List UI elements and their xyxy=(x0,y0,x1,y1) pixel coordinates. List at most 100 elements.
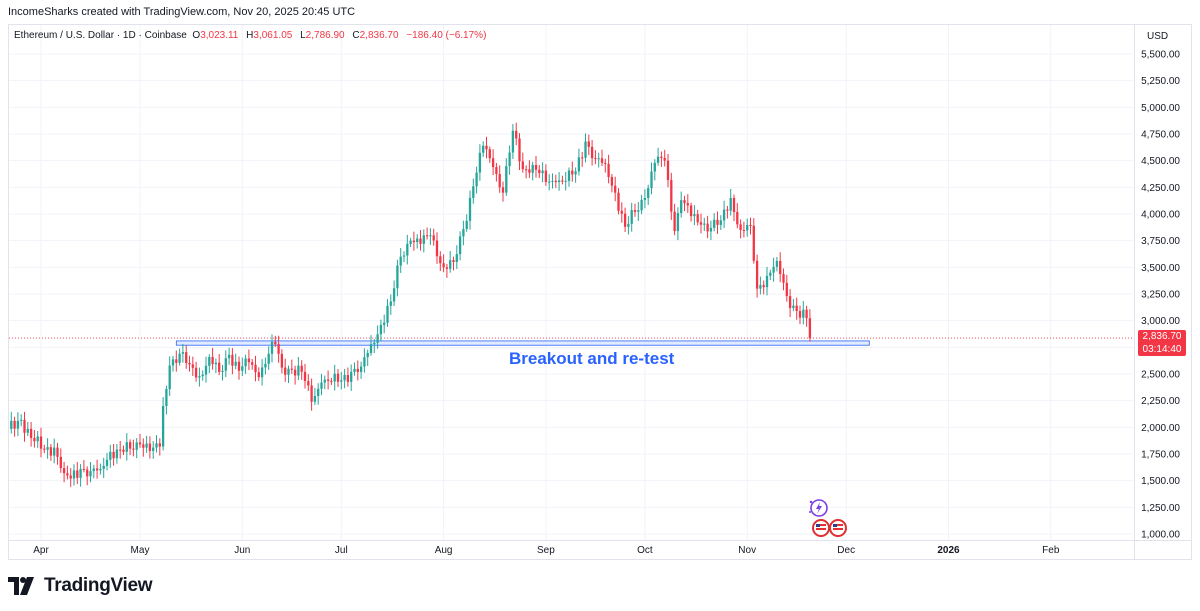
candle-body[interactable] xyxy=(792,305,795,309)
candle-body[interactable] xyxy=(554,180,557,182)
candle-body[interactable] xyxy=(122,449,125,452)
candle-body[interactable] xyxy=(557,180,561,182)
candle-body[interactable] xyxy=(511,130,515,153)
candle-body[interactable] xyxy=(13,420,16,429)
candle-body[interactable] xyxy=(524,169,528,171)
candle-body[interactable] xyxy=(161,406,165,447)
candle-body[interactable] xyxy=(584,141,587,158)
candle-body[interactable] xyxy=(396,265,399,289)
candle-body[interactable] xyxy=(597,158,600,160)
candle-body[interactable] xyxy=(475,172,478,187)
candle-body[interactable] xyxy=(383,322,386,325)
candle-body[interactable] xyxy=(515,130,518,139)
candle-body[interactable] xyxy=(175,359,178,363)
candle-body[interactable] xyxy=(538,169,541,174)
candle-body[interactable] xyxy=(630,210,633,224)
candle-body[interactable] xyxy=(485,145,488,150)
candle-body[interactable] xyxy=(689,205,693,217)
candle-body[interactable] xyxy=(39,436,43,449)
candle-body[interactable] xyxy=(752,225,755,261)
candle-body[interactable] xyxy=(769,272,772,276)
candle-body[interactable] xyxy=(267,353,270,364)
candle-body[interactable] xyxy=(366,352,369,358)
candle-body[interactable] xyxy=(653,162,656,172)
candle-body[interactable] xyxy=(798,311,802,318)
candle-body[interactable] xyxy=(759,285,762,289)
candle-body[interactable] xyxy=(356,368,359,373)
candle-body[interactable] xyxy=(422,235,425,244)
candle-body[interactable] xyxy=(82,468,86,470)
candle-body[interactable] xyxy=(297,365,300,376)
candle-body[interactable] xyxy=(43,448,46,450)
candle-body[interactable] xyxy=(79,468,82,478)
candle-body[interactable] xyxy=(181,352,185,354)
currency-label[interactable]: USD xyxy=(1147,31,1169,42)
candle-body[interactable] xyxy=(788,296,792,309)
candle-body[interactable] xyxy=(128,442,132,449)
candle-body[interactable] xyxy=(284,367,287,375)
candle-body[interactable] xyxy=(406,243,409,256)
candle-body[interactable] xyxy=(234,361,237,366)
candle-body[interactable] xyxy=(696,214,699,223)
candle-body[interactable] xyxy=(125,442,128,452)
candle-body[interactable] xyxy=(600,158,604,163)
candle-body[interactable] xyxy=(739,224,742,230)
candle-body[interactable] xyxy=(703,223,706,225)
candle-body[interactable] xyxy=(772,266,775,273)
candle-body[interactable] xyxy=(736,212,739,225)
candle-body[interactable] xyxy=(620,210,623,214)
candle-body[interactable] xyxy=(449,260,452,269)
candle-body[interactable] xyxy=(336,373,340,382)
candle-body[interactable] xyxy=(478,152,482,173)
candle-body[interactable] xyxy=(270,341,274,354)
candle-body[interactable] xyxy=(425,235,429,237)
candle-body[interactable] xyxy=(501,187,505,193)
candle-body[interactable] xyxy=(442,263,445,268)
candle-body[interactable] xyxy=(755,260,759,289)
candle-body[interactable] xyxy=(102,465,105,469)
candle-body[interactable] xyxy=(640,199,643,211)
candle-body[interactable] xyxy=(643,198,647,200)
candle-body[interactable] xyxy=(462,228,465,237)
candle-body[interactable] xyxy=(673,211,676,232)
candle-body[interactable] xyxy=(722,209,726,221)
candle-body[interactable] xyxy=(92,468,95,472)
event-icons[interactable] xyxy=(807,497,855,541)
candle-body[interactable] xyxy=(637,210,640,212)
candle-body[interactable] xyxy=(214,362,218,365)
candle-body[interactable] xyxy=(647,188,650,198)
candle-body[interactable] xyxy=(498,174,501,188)
candle-body[interactable] xyxy=(528,169,531,173)
candle-body[interactable] xyxy=(386,305,389,323)
candle-body[interactable] xyxy=(171,359,175,366)
candle-body[interactable] xyxy=(36,436,39,442)
candle-body[interactable] xyxy=(293,369,297,376)
candle-body[interactable] xyxy=(178,353,181,363)
candle-body[interactable] xyxy=(693,214,696,217)
candle-body[interactable] xyxy=(660,156,663,158)
candle-body[interactable] xyxy=(551,180,554,182)
candle-body[interactable] xyxy=(429,235,432,237)
candle-body[interactable] xyxy=(72,470,76,479)
candle-body[interactable] xyxy=(317,388,320,396)
candle-body[interactable] xyxy=(168,365,171,390)
candle-body[interactable] xyxy=(359,366,363,373)
candle-body[interactable] xyxy=(432,235,435,241)
candle-body[interactable] xyxy=(534,164,538,170)
candle-body[interactable] xyxy=(49,447,53,456)
candle-body[interactable] xyxy=(350,371,353,382)
candle-body[interactable] xyxy=(303,371,307,382)
candle-body[interactable] xyxy=(241,366,244,371)
candle-body[interactable] xyxy=(307,381,310,386)
candle-body[interactable] xyxy=(472,186,475,198)
candle-body[interactable] xyxy=(247,358,251,363)
candle-body[interactable] xyxy=(508,152,511,167)
candle-body[interactable] xyxy=(805,309,808,319)
candle-body[interactable] xyxy=(808,318,812,339)
candle-body[interactable] xyxy=(376,334,379,343)
candle-body[interactable] xyxy=(76,470,79,478)
candle-body[interactable] xyxy=(488,149,491,159)
candle-body[interactable] xyxy=(683,200,686,204)
candle-body[interactable] xyxy=(251,362,254,365)
candle-body[interactable] xyxy=(138,442,142,445)
